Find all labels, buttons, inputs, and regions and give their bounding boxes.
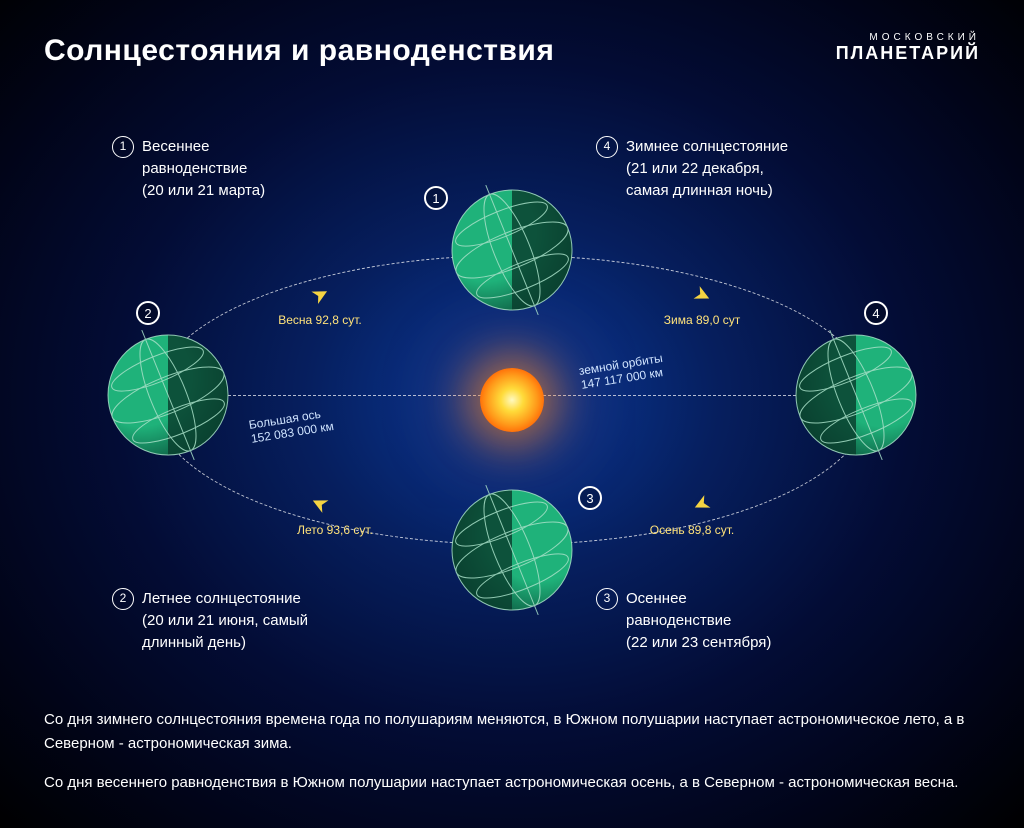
orbit-diagram: 1 2 bbox=[0, 90, 1024, 630]
orbit-arrow-icon bbox=[310, 285, 330, 305]
logo: МОСКОВСКИЙ ПЛАНЕТАРИЙ bbox=[836, 32, 980, 64]
earth-position-1 bbox=[447, 185, 577, 315]
position-marker-3: 3 bbox=[578, 486, 602, 510]
event-label-3: 3Осеннееравноденствие(22 или 23 сентября… bbox=[596, 588, 771, 653]
logo-line1: МОСКОВСКИЙ bbox=[836, 32, 980, 43]
position-marker-4: 4 bbox=[864, 301, 888, 325]
logo-line2: ПЛАНЕТАРИЙ bbox=[836, 43, 980, 64]
page-title: Солнцестояния и равноденствия bbox=[44, 34, 554, 68]
position-marker-2: 2 bbox=[136, 301, 160, 325]
position-marker-1: 1 bbox=[424, 186, 448, 210]
sun-icon bbox=[480, 368, 544, 432]
earth-position-2 bbox=[103, 330, 233, 460]
earth-position-4 bbox=[791, 330, 921, 460]
season-duration: Осень 89,8 сут. bbox=[650, 523, 734, 537]
earth-position-3 bbox=[447, 485, 577, 615]
season-duration: Лето 93,6 сут. bbox=[297, 523, 373, 537]
orbit-arrow-icon bbox=[692, 285, 712, 305]
footer-text: Со дня зимнего солнцестояния времена год… bbox=[44, 708, 980, 794]
event-label-4: 4Зимнее солнцестояние(21 или 22 декабря,… bbox=[596, 136, 788, 201]
orbit-arrow-icon bbox=[692, 494, 712, 514]
event-label-1: 1Весеннееравноденствие(20 или 21 марта) bbox=[112, 136, 265, 201]
footer-p1: Со дня зимнего солнцестояния времена год… bbox=[44, 708, 980, 755]
event-label-2: 2Летнее солнцестояние(20 или 21 июня, са… bbox=[112, 588, 308, 653]
footer-p2: Со дня весеннего равноденствия в Южном п… bbox=[44, 771, 980, 794]
season-duration: Весна 92,8 сут. bbox=[278, 313, 362, 327]
season-duration: Зима 89,0 сут bbox=[664, 313, 740, 327]
orbit-arrow-icon bbox=[310, 494, 330, 514]
